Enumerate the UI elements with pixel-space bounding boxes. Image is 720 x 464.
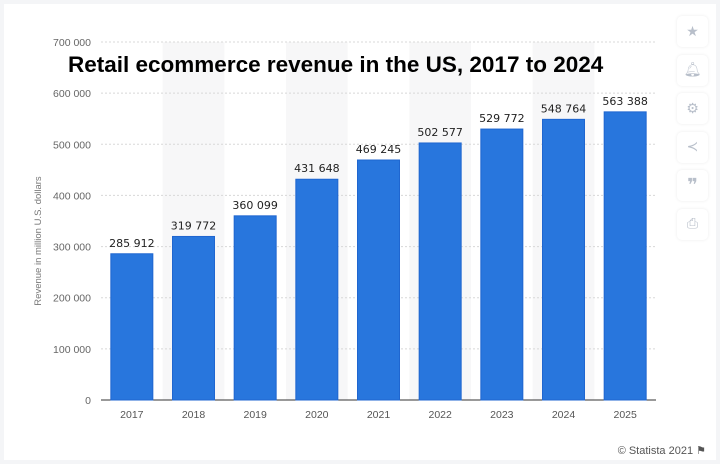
y-tick-label: 700 000 (53, 37, 91, 49)
bar (603, 111, 647, 401)
data-label: 319 772 (171, 219, 217, 232)
x-tick-label: 2024 (552, 409, 576, 421)
x-tick-label: 2021 (367, 409, 391, 421)
bar-chart: 0 100 000 200 000 300 000 400 000 500 000 600 … (33, 37, 656, 421)
credit: © Statista 2021 ⚑ (618, 444, 706, 457)
data-label: 431 648 (294, 162, 340, 175)
y-tick-label: 600 000 (53, 88, 91, 100)
share-icon: ≺ (686, 139, 699, 155)
bar (233, 215, 277, 401)
x-tick-label: 2020 (305, 409, 329, 421)
y-tick-label: 400 000 (53, 190, 91, 202)
quote-icon: ❞ (687, 175, 698, 196)
star-icon: ★ (686, 23, 699, 40)
data-label: 548 764 (541, 102, 587, 115)
data-label: 285 912 (109, 237, 155, 250)
bar (295, 178, 339, 401)
chart-title: Retail ecommerce revenue in the US, 2017… (68, 52, 604, 77)
settings-button[interactable]: ⚙ (677, 93, 708, 124)
data-label: 563 388 (602, 95, 648, 108)
chart-card: 0 100 000 200 000 300 000 400 000 500 000 600 … (4, 4, 716, 460)
y-tick-label: 200 000 (53, 293, 91, 305)
data-label: 360 099 (232, 199, 278, 212)
x-tick-label: 2022 (428, 409, 452, 421)
print-button[interactable]: ⎙ (677, 208, 708, 240)
cite-button[interactable]: ❞ (677, 170, 708, 201)
x-tick-label: 2017 (120, 409, 144, 421)
print-icon: ⎙ (686, 216, 699, 232)
bell-icon: 🔔︎ (683, 62, 702, 78)
data-label: 529 772 (479, 112, 525, 125)
y-axis-label: Revenue in million U.S. dollars (33, 176, 44, 306)
y-tick-label: 100 000 (53, 344, 91, 356)
y-tick-label: 500 000 (53, 139, 91, 151)
share-button[interactable]: ≺ (677, 131, 708, 163)
bar (357, 159, 400, 401)
data-label: 469 245 (356, 143, 402, 156)
notification-button[interactable]: 🔔︎ (677, 54, 708, 86)
flag-icon: ⚑ (696, 445, 706, 457)
bar (110, 253, 154, 401)
gear-icon: ⚙ (686, 100, 699, 117)
bar (480, 128, 524, 401)
y-tick-label: 300 000 (53, 242, 91, 254)
bar (418, 142, 462, 401)
y-tick-label: 0 (85, 395, 91, 407)
favorite-button[interactable]: ★ (677, 16, 708, 47)
x-tick-label: 2025 (613, 409, 637, 421)
x-tick-label: 2023 (490, 409, 514, 421)
bar (542, 118, 585, 401)
x-tick-label: 2019 (243, 409, 267, 421)
data-label: 502 577 (417, 126, 463, 139)
bar (172, 235, 215, 401)
x-tick-label: 2018 (182, 409, 206, 421)
sidebar: ★ 🔔︎ ⚙ ≺ ❞ ⎙ (677, 16, 708, 247)
credit-text: © Statista 2021 (617, 445, 694, 457)
